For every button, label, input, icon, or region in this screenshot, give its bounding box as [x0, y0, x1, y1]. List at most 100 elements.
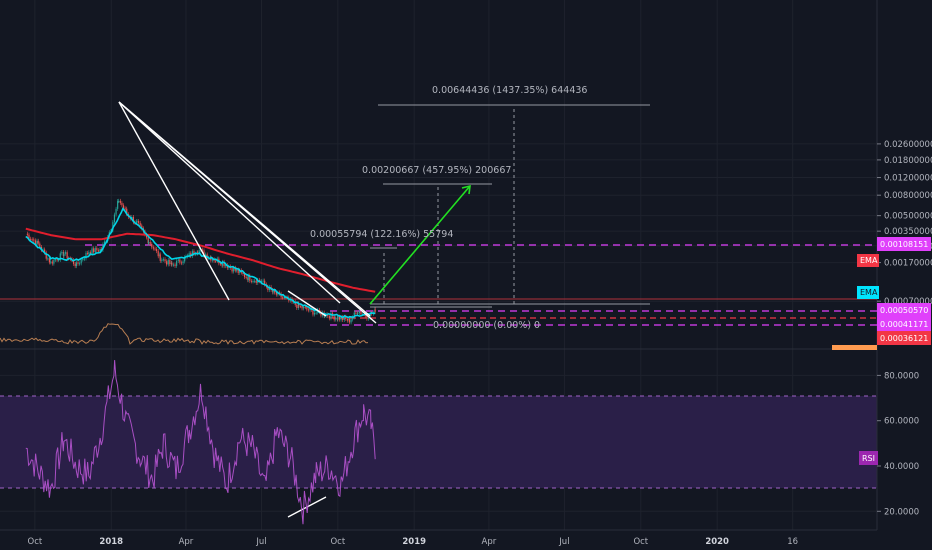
- rsi-band: [0, 396, 877, 488]
- candle-body: [196, 252, 199, 254]
- candle-body: [91, 248, 93, 254]
- candle-body: [63, 253, 65, 257]
- candle-body: [97, 250, 100, 252]
- projection-arrowhead: [461, 184, 471, 195]
- candle-body: [274, 290, 276, 293]
- measurement-tools[interactable]: 0.00644436 (1437.35%) 644436 0.00200667 …: [310, 85, 650, 331]
- price-tag-label: EMA: [860, 256, 878, 265]
- candle-body: [172, 264, 175, 266]
- candle-body: [312, 309, 314, 315]
- x-tick-label: Apr: [179, 537, 194, 547]
- candle-body: [198, 250, 200, 253]
- candle-body: [304, 306, 306, 308]
- candle-body: [179, 259, 181, 263]
- rsi-tick-label: 40.0000: [884, 462, 919, 472]
- candle-body: [233, 267, 235, 272]
- candle-body: [56, 259, 58, 261]
- candle-body: [54, 259, 57, 261]
- candle-body: [231, 267, 233, 272]
- candle-body: [162, 259, 165, 261]
- price-tag: [877, 317, 931, 331]
- trendline-4[interactable]: [118, 101, 377, 324]
- candle-body: [315, 312, 317, 314]
- candle-body: [243, 273, 246, 278]
- price-tag-label: 0.00050570: [880, 306, 928, 315]
- candle-body: [99, 249, 101, 252]
- candle-body: [264, 280, 266, 285]
- y-tick-label: 0.00500000: [884, 212, 932, 222]
- candle-body: [136, 221, 138, 223]
- candle-body: [51, 261, 53, 264]
- candle-body: [340, 316, 342, 320]
- candle-body: [152, 247, 155, 249]
- candle-body: [113, 214, 116, 223]
- candle-body: [201, 249, 203, 251]
- candle-body: [112, 222, 114, 231]
- candle-body: [53, 260, 55, 264]
- candle-body: [301, 306, 303, 309]
- candle-body: [191, 251, 193, 256]
- candle-body: [249, 275, 251, 281]
- candle-body: [77, 262, 79, 264]
- candle-body: [156, 249, 158, 252]
- trendline-2[interactable]: [118, 101, 341, 304]
- candle-body: [154, 248, 156, 250]
- y-tick-label: 0.02600000: [884, 140, 932, 150]
- candle-body: [247, 275, 249, 281]
- y-tick-label: 0.00070000: [884, 297, 932, 307]
- candle-body: [157, 251, 159, 257]
- candle-body: [323, 316, 326, 318]
- candle-body: [237, 269, 239, 273]
- candle-body: [338, 316, 341, 320]
- candle-body: [45, 252, 47, 259]
- candle-body: [169, 260, 171, 265]
- candle-body: [350, 319, 352, 323]
- price-tag-label: EMA: [860, 288, 878, 297]
- candle-body: [117, 201, 119, 209]
- candle-body: [87, 252, 89, 254]
- candle-body: [203, 250, 205, 256]
- x-tick-label: Oct: [330, 537, 345, 547]
- candle-body: [333, 316, 335, 320]
- candle-body: [374, 309, 376, 312]
- candle-body: [174, 264, 176, 266]
- projection-arrow[interactable]: [369, 185, 471, 305]
- candle-body: [75, 262, 77, 267]
- candle-body: [161, 259, 163, 261]
- candle-body: [180, 262, 183, 264]
- candle-body: [255, 280, 257, 283]
- trendline-1[interactable]: [118, 101, 230, 301]
- candle-body: [118, 200, 120, 202]
- candle-body: [74, 263, 76, 267]
- time-axis[interactable]: Oct 2018 Apr Jul Oct 2019 Apr Jul Oct 2020 16: [28, 537, 799, 547]
- trendline-5[interactable]: [287, 290, 327, 317]
- rsi-tick-label: 20.0000: [884, 507, 919, 517]
- candle-body: [44, 249, 46, 253]
- candle-body: [365, 314, 367, 317]
- candle-body: [330, 313, 332, 319]
- price-tag: [857, 286, 879, 299]
- y-tick-label: 0.00800000: [884, 191, 932, 201]
- candle-body: [59, 253, 61, 260]
- rsi-divergence-line[interactable]: [287, 496, 327, 518]
- candle-body: [252, 281, 254, 283]
- candle-body: [352, 317, 354, 320]
- trendlines[interactable]: [118, 101, 377, 518]
- candle-body: [37, 240, 39, 244]
- candle-body: [66, 252, 68, 259]
- candle-body: [245, 277, 247, 279]
- candle-body: [262, 280, 264, 282]
- price-tag: [877, 237, 931, 251]
- price-tags: 0.00108151EMAEMA0.000505700.000411710.00…: [857, 237, 931, 465]
- candle-body: [204, 254, 207, 256]
- measure-label-2: 0.00200667 (457.95%) 200667: [362, 165, 511, 176]
- candle-body: [119, 200, 121, 203]
- x-tick-label: Oct: [633, 537, 648, 547]
- candle-body: [313, 312, 316, 315]
- candle-body: [346, 318, 349, 321]
- candle-body: [28, 234, 30, 239]
- candle-body: [272, 290, 274, 293]
- rsi-axis[interactable]: 80.0000 60.0000 40.0000 20.0000: [877, 371, 919, 517]
- candle-body: [124, 208, 126, 210]
